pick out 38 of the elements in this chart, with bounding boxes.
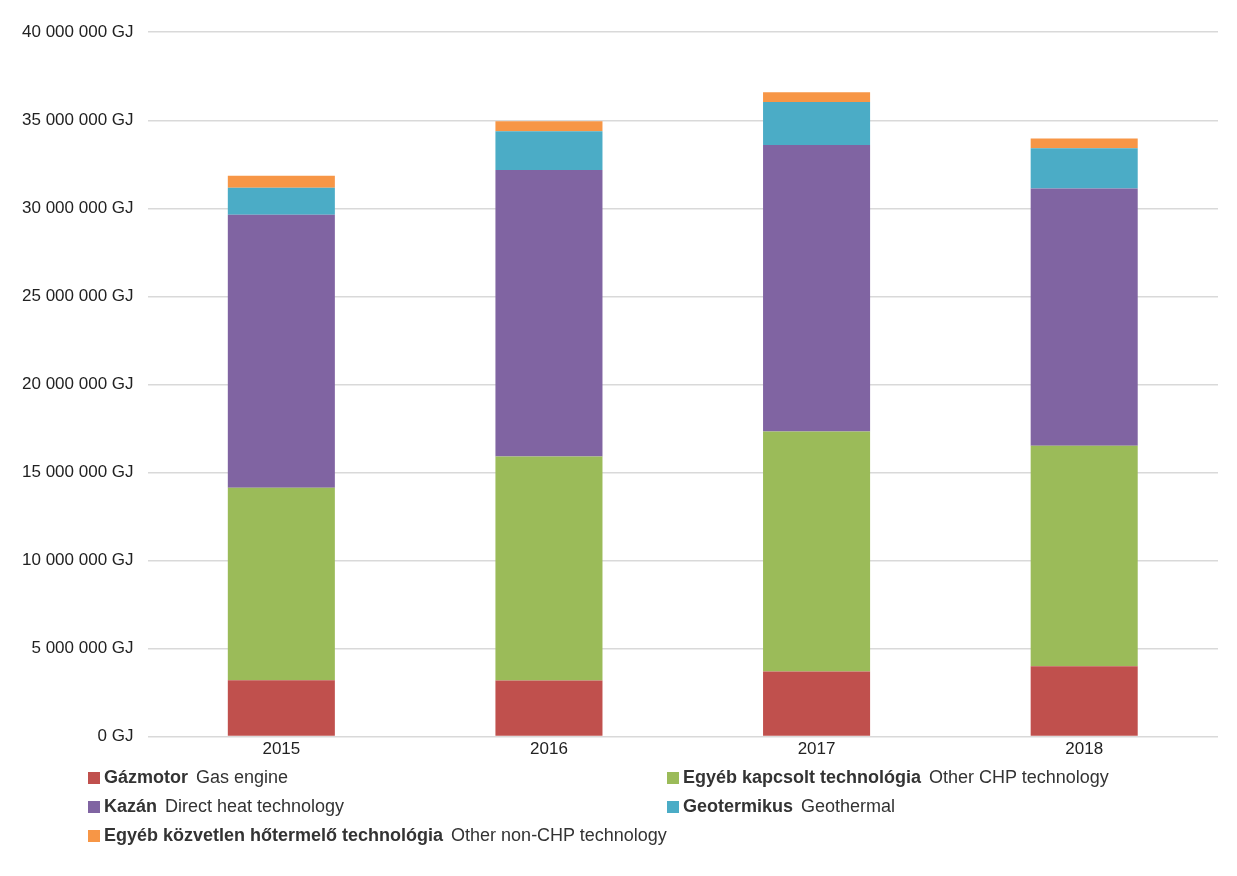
bar — [227, 214, 335, 488]
bar — [495, 121, 603, 132]
y-tick-label: 5 000 000 GJ — [31, 638, 134, 658]
bar — [1030, 148, 1138, 189]
y-tick-label: 15 000 000 GJ — [22, 462, 134, 482]
x-tick-label: 2018 — [1065, 739, 1104, 759]
legend-label: Kazán Direct heat technology — [104, 796, 345, 816]
bar — [763, 431, 871, 672]
bar — [227, 175, 335, 188]
bar — [227, 187, 335, 215]
legend-label: Egyéb közvetlen hőtermelő technológia Other non-CHP technology — [104, 825, 667, 845]
legend-label: Egyéb kapcsolt technológia Other CHP technology — [682, 767, 1109, 787]
legend-label: Geotermikus Geothermal — [682, 796, 895, 816]
y-tick-label: 10 000 000 GJ — [22, 550, 134, 570]
y-tick-label: 40 000 000 GJ — [22, 21, 134, 41]
bar — [763, 92, 871, 103]
x-tick-label: 2016 — [530, 739, 568, 759]
bar — [495, 131, 603, 171]
bar — [227, 680, 335, 736]
bar — [763, 102, 871, 146]
bar — [495, 456, 603, 681]
y-tick-label: 0 GJ — [97, 726, 134, 746]
bar — [227, 487, 335, 681]
y-tick-label: 30 000 000 GJ — [22, 197, 134, 217]
bar — [495, 680, 603, 736]
y-tick-label: 20 000 000 GJ — [22, 374, 134, 394]
bar — [763, 145, 871, 432]
bar — [1030, 445, 1138, 667]
y-tick-label: 35 000 000 GJ — [22, 109, 134, 129]
x-tick-label: 2017 — [797, 739, 836, 759]
bar — [1030, 666, 1138, 736]
bar — [1030, 138, 1138, 149]
legend-label: Gázmotor Gas engine — [104, 767, 289, 787]
bar — [495, 170, 603, 457]
y-tick-label: 25 000 000 GJ — [22, 286, 134, 306]
bar — [1030, 188, 1138, 446]
x-tick-label: 2015 — [262, 739, 301, 759]
bar — [763, 671, 871, 736]
